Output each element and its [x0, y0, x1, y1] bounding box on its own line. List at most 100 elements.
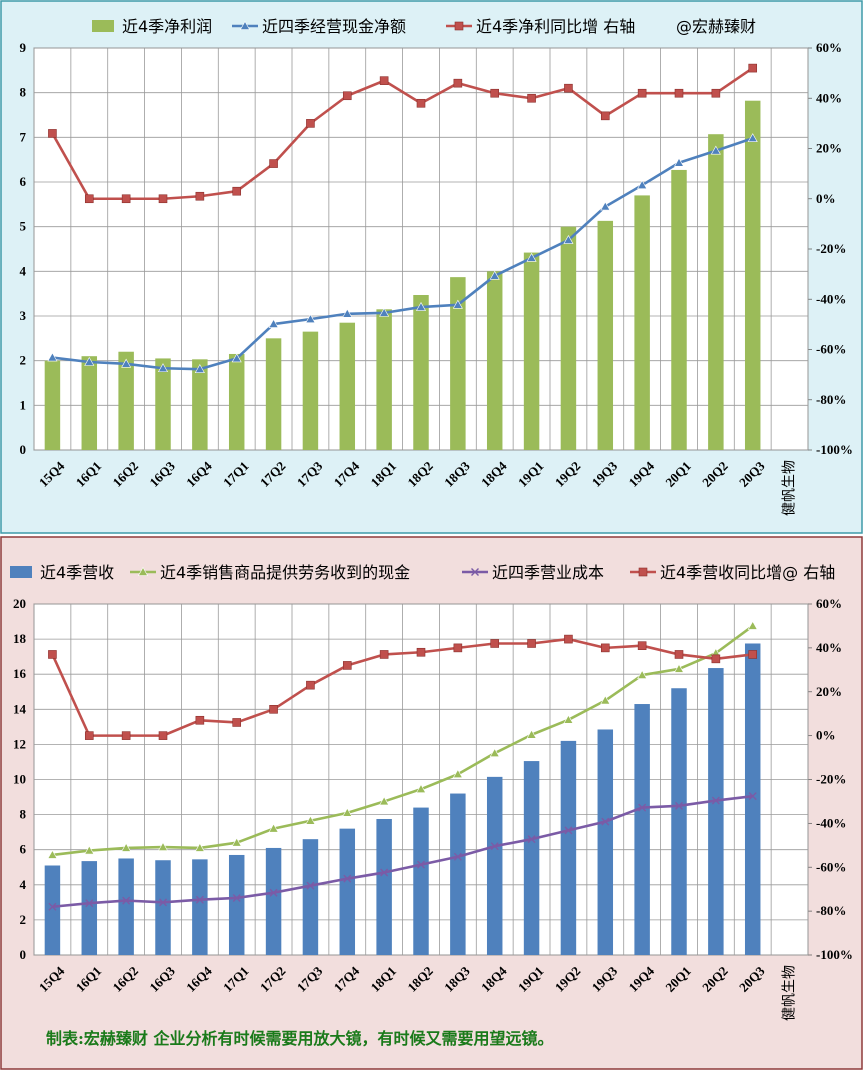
- chart2-right-tick-label: -60%: [816, 859, 846, 874]
- chart1-bar: [450, 277, 466, 450]
- chart2-right-tick-label: 60%: [816, 596, 842, 611]
- chart2-right-tick-label: 0%: [816, 728, 836, 743]
- chart2-series-point: [563, 714, 574, 724]
- chart2-series-point: [122, 896, 131, 905]
- chart2-series-point: [84, 731, 94, 740]
- chart1-right-tick-label: -40%: [816, 291, 846, 306]
- chart2-series-point: [194, 842, 205, 852]
- chart2-legend: 近4季营收 近4季销售商品提供劳务收到的现金 近四季营业成本 近4季营收同比增@ 右轴: [10, 563, 835, 582]
- chart2-series-line: [52, 624, 754, 857]
- chart2-series-point: [675, 801, 683, 810]
- chart1-series-point: [674, 88, 684, 98]
- chart2-left-tick-label: 14: [13, 701, 27, 716]
- chart2-series-point: [711, 796, 720, 805]
- chart2-series-point: [748, 792, 757, 801]
- chart2-series-point: [159, 898, 167, 907]
- chart2-bar: [192, 859, 208, 955]
- chart2-bar: [155, 860, 171, 955]
- chart1-bar: [339, 322, 356, 450]
- chart2-left-tick-label: 0: [20, 947, 27, 962]
- chart2-left-tick-label: 12: [13, 736, 26, 751]
- chart2-bar: [302, 839, 319, 955]
- chart1-series-line: [52, 136, 754, 371]
- chart1-series-point: [195, 191, 205, 201]
- chart2-right-tick-label: 40%: [816, 640, 842, 655]
- chart2-series-point: [637, 641, 647, 650]
- chart1-legend: 近4季净利润 近四季经营现金净额 近4季净利同比增 右轴 @宏赫臻财: [92, 17, 756, 36]
- chart2-series-point: [637, 669, 648, 679]
- chart2-left-tick-label: 20: [13, 596, 26, 611]
- chart1-legend-swatch-marker: [239, 20, 251, 30]
- chart2-series-line: [52, 794, 753, 909]
- chart2-series-point: [268, 823, 279, 833]
- chart1-series-point: [379, 76, 389, 85]
- chart2-left-tick-label: 4: [20, 877, 27, 892]
- chart1-bar: [744, 100, 761, 450]
- chart1-legend-label: 近四季经营现金净额: [262, 17, 406, 36]
- chart1-bar: [228, 353, 245, 450]
- chart2-series-point: [47, 849, 58, 859]
- chart2-bar: [671, 688, 687, 955]
- chart2-bar: [44, 865, 61, 955]
- chart1-series-point: [379, 307, 390, 317]
- chart2-series-point: [489, 748, 500, 757]
- chart1-series-point: [157, 363, 169, 373]
- chart2-series-point: [379, 650, 389, 659]
- chart2-bar: [560, 740, 577, 955]
- chart1-series-point: [416, 98, 426, 108]
- chart2-left-tick-label: 10: [13, 772, 26, 787]
- chart1-left-tick-label: 9: [20, 40, 27, 55]
- chart2-series-point: [526, 729, 537, 739]
- chart1-bar: [81, 356, 98, 450]
- chart1-series-point: [342, 308, 353, 318]
- chart1-bar: [597, 220, 614, 450]
- chart2-series-point: [379, 796, 390, 806]
- chart2-series-point: [305, 815, 316, 825]
- chart1-legend-swatch-marker: [454, 21, 464, 31]
- chart1-bar: [44, 360, 61, 450]
- chart2-series-point: [711, 654, 721, 664]
- chart1-bar: [302, 331, 319, 450]
- chart2-series-point: [195, 715, 205, 725]
- chart2-company-label: 健帆生物: [782, 965, 798, 1021]
- chart1-right-tick-label: -20%: [816, 241, 846, 256]
- chart1-series-point: [526, 252, 537, 262]
- chart2-series-point: [490, 842, 499, 851]
- chart1-series-point: [269, 159, 278, 168]
- chart2-series-point: [342, 661, 352, 670]
- chart1-left-tick-label: 5: [20, 219, 27, 234]
- footer-text: 制表:宏赫臻财 企业分析有时候需要用放大镜，有时候又需要用望远镜。: [46, 1029, 553, 1048]
- chart2-bar: [523, 761, 540, 955]
- chart1-series-point: [415, 301, 427, 311]
- chart1-series-point: [231, 353, 242, 363]
- chart1-series-point: [84, 356, 95, 366]
- chart1-series-point: [563, 234, 574, 244]
- chart1-series-point: [158, 194, 168, 204]
- chart2-bar: [265, 847, 282, 955]
- chart1-legend-label: 近4季净利润: [122, 17, 212, 36]
- chart2-bar: [450, 793, 466, 955]
- chart1-bar: [265, 338, 282, 450]
- chart1-left-tick-label: 0: [20, 442, 27, 457]
- chart1-left-tick-label: 3: [20, 308, 27, 323]
- chart1-series-point: [47, 352, 58, 362]
- chart1-legend-swatch-bar: [92, 20, 114, 32]
- chart1-series-point: [600, 201, 611, 211]
- chart2-series-point: [231, 837, 242, 847]
- chart2-left-tick-label: 18: [13, 631, 27, 646]
- chart1-bar: [192, 359, 208, 450]
- chart2-series-point: [48, 902, 57, 911]
- chart2-series-point: [157, 841, 169, 851]
- chart1-right-tick-label: -100%: [816, 442, 853, 457]
- chart1-series-point: [527, 93, 536, 103]
- chart1-bar: [634, 195, 650, 450]
- chart1-right-tick-label: -60%: [816, 342, 846, 357]
- chart2-right-tick-label: -100%: [816, 947, 853, 962]
- chart2-legend-swatch-bar: [10, 566, 32, 578]
- chart1-left-tick-label: 7: [20, 129, 27, 144]
- chart2-legend-label: 近4季营收: [40, 563, 114, 582]
- chart2-bar: [118, 858, 134, 955]
- chart1-series-point: [711, 88, 721, 98]
- chart1-legend-watermark: @宏赫臻财: [676, 17, 756, 36]
